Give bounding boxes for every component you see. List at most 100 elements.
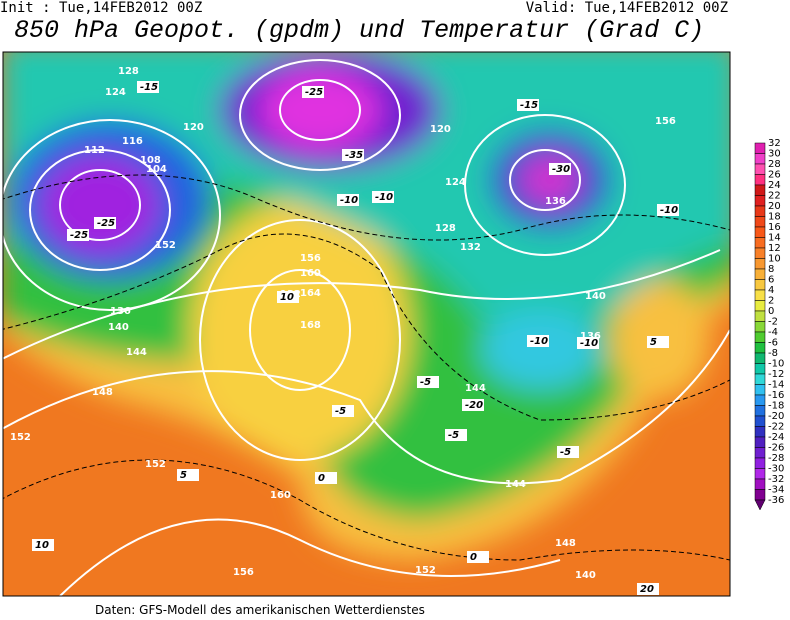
geopotential-label: 108 (140, 155, 161, 166)
color-swatch (754, 205, 766, 217)
temperature-label: -20 (465, 400, 483, 411)
color-swatch (754, 405, 766, 417)
colorbar-label: -16 (768, 390, 784, 401)
temperature-label-box (557, 446, 579, 458)
temperature-label-box (67, 229, 89, 241)
geopotential-label: 144 (465, 383, 486, 394)
color-swatch (754, 426, 766, 438)
temperature-label: 20 (640, 584, 654, 595)
geopotential-label: 156 (233, 567, 254, 578)
temperature-label: -5 (420, 377, 431, 388)
color-swatch (754, 352, 766, 364)
geopotential-label: 148 (555, 538, 576, 549)
temperature-label: -5 (448, 430, 459, 441)
temperature-label: -25 (70, 230, 88, 241)
color-swatch (754, 279, 766, 291)
colorbar-label: 30 (768, 149, 781, 160)
color-swatch (754, 247, 766, 259)
temperature-label-box (577, 337, 599, 349)
geopotential-label: 116 (122, 136, 143, 147)
colorbar-label: -28 (768, 453, 784, 464)
geopotential-label: 132 (460, 242, 481, 253)
temperature-label-box (462, 399, 484, 411)
colorbar-label: -34 (768, 485, 784, 496)
init-time: Init : Tue,14FEB2012 00Z (0, 0, 203, 16)
colorbar-label: -14 (768, 380, 784, 391)
color-swatch (754, 321, 766, 333)
color-swatch (754, 457, 766, 469)
temperature-label: -5 (335, 406, 346, 417)
colorbar-label: 28 (768, 159, 781, 170)
color-swatch (754, 195, 766, 207)
temperature-label: 10 (35, 540, 49, 551)
temperature-label-box (657, 204, 679, 216)
color-swatch (754, 394, 766, 406)
color-swatch (754, 153, 766, 165)
geopotential-label: 152 (10, 432, 31, 443)
temperature-label: -10 (580, 338, 598, 349)
temperature-label: -15 (140, 82, 158, 93)
color-swatch (754, 310, 766, 322)
color-swatch (754, 163, 766, 175)
geopotential-label: 156 (300, 253, 321, 264)
geopotential-label: 120 (183, 122, 204, 133)
data-source: Daten: GFS-Modell des amerikanischen Wet… (95, 603, 425, 617)
map-title: 850 hPa Geopot. (gpdm) und Temperatur (G… (14, 16, 705, 45)
geopotential-label: 144 (126, 347, 147, 358)
temperature-label: -35 (345, 150, 363, 161)
temperature-label-box (637, 583, 659, 595)
geopotential-label: 164 (300, 288, 321, 299)
colorbar-label: 0 (768, 306, 774, 317)
colorbar: 32302826242220181614121086420-2-4-6-8-10… (754, 138, 784, 511)
color-swatch (754, 468, 766, 480)
map-frame (2, 51, 731, 597)
colorbar-label: 6 (768, 275, 774, 286)
geopotential-label: 136 (580, 331, 601, 342)
color-swatch (754, 300, 766, 312)
temperature-label: 10 (280, 292, 294, 303)
colorbar-label: -12 (768, 369, 784, 380)
temperature-label-box (549, 163, 571, 175)
geopotential-label: 148 (92, 387, 113, 398)
color-swatch (754, 216, 766, 228)
color-swatch (754, 226, 766, 238)
color-swatch (754, 447, 766, 459)
temperature-label-box (527, 335, 549, 347)
geopotential-label: 140 (575, 570, 596, 581)
colorbar-label: 20 (768, 201, 781, 212)
color-swatch (754, 384, 766, 396)
colorbar-label: -4 (768, 327, 778, 338)
color-swatch (754, 174, 766, 186)
color-swatch (754, 268, 766, 280)
colorbar-label: -32 (768, 474, 784, 485)
temperature-label-box (315, 472, 337, 484)
valid-time: Valid: Tue,14FEB2012 00Z (525, 0, 728, 16)
temperature-label-box (372, 191, 394, 203)
geopotential-label: 136 (545, 196, 566, 207)
colorbar-label: 10 (768, 254, 781, 265)
temperature-label-box (647, 336, 669, 348)
temperature-label-box (332, 405, 354, 417)
geopotential-label: 156 (655, 116, 676, 127)
geopotential-label: 136 (110, 306, 131, 317)
colorbar-label: -8 (768, 348, 778, 359)
color-swatch (754, 478, 766, 490)
colorbar-label: 24 (768, 180, 781, 191)
temperature-label: 0 (318, 473, 325, 484)
colorbar-label: -30 (768, 464, 784, 475)
colorbar-label: -18 (768, 401, 784, 412)
colorbar-label: -24 (768, 432, 784, 443)
colorbar-label: 32 (768, 138, 781, 149)
temperature-label-box (302, 86, 324, 98)
color-swatch (754, 258, 766, 270)
temperature-label: -10 (340, 195, 358, 206)
geopotential-label: 144 (505, 479, 526, 490)
geopotential-label: 128 (118, 66, 139, 77)
colorbar-label: -6 (768, 338, 778, 349)
colorbar-label: -36 (768, 495, 784, 506)
temperature-label: -15 (520, 100, 538, 111)
geopotential-label: 112 (84, 145, 105, 156)
colorbar-label: 12 (768, 243, 781, 254)
colorbar-label: 18 (768, 212, 781, 223)
color-swatch (754, 489, 766, 501)
